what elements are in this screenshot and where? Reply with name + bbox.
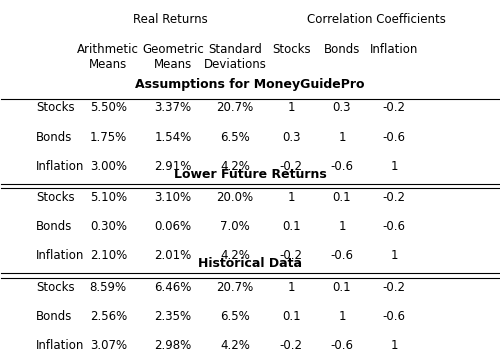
Text: 4.2%: 4.2%: [220, 160, 250, 173]
Text: Stocks: Stocks: [36, 101, 75, 114]
Text: 2.01%: 2.01%: [154, 249, 192, 262]
Text: 1: 1: [288, 101, 295, 114]
Text: 6.46%: 6.46%: [154, 280, 192, 293]
Text: 3.37%: 3.37%: [154, 101, 192, 114]
Text: 20.7%: 20.7%: [216, 280, 254, 293]
Text: 1: 1: [288, 191, 295, 204]
Text: Bonds: Bonds: [324, 43, 360, 56]
Text: 6.5%: 6.5%: [220, 131, 250, 144]
Text: 3.10%: 3.10%: [154, 191, 192, 204]
Text: Bonds: Bonds: [36, 131, 72, 144]
Text: 5.10%: 5.10%: [90, 191, 127, 204]
Text: 2.91%: 2.91%: [154, 160, 192, 173]
Text: 7.0%: 7.0%: [220, 220, 250, 233]
Text: 1: 1: [390, 249, 398, 262]
Text: 2.56%: 2.56%: [90, 310, 127, 323]
Text: 4.2%: 4.2%: [220, 339, 250, 351]
Text: Inflation: Inflation: [36, 339, 84, 351]
Text: 1.54%: 1.54%: [154, 131, 192, 144]
Text: 20.7%: 20.7%: [216, 101, 254, 114]
Text: -0.6: -0.6: [382, 310, 406, 323]
Text: -0.6: -0.6: [330, 339, 353, 351]
Text: 0.1: 0.1: [282, 310, 300, 323]
Text: -0.2: -0.2: [382, 191, 406, 204]
Text: 2.35%: 2.35%: [154, 310, 192, 323]
Text: Geometric
Means: Geometric Means: [142, 43, 204, 71]
Text: 2.98%: 2.98%: [154, 339, 192, 351]
Text: Inflation: Inflation: [36, 249, 84, 262]
Text: -0.6: -0.6: [382, 131, 406, 144]
Text: 4.2%: 4.2%: [220, 249, 250, 262]
Text: Assumptions for MoneyGuidePro: Assumptions for MoneyGuidePro: [135, 78, 365, 91]
Text: 1: 1: [338, 220, 345, 233]
Text: 3.07%: 3.07%: [90, 339, 127, 351]
Text: Stocks: Stocks: [36, 280, 75, 293]
Text: 0.1: 0.1: [332, 191, 351, 204]
Text: -0.6: -0.6: [330, 160, 353, 173]
Text: Inflation: Inflation: [370, 43, 418, 56]
Text: -0.2: -0.2: [382, 101, 406, 114]
Text: 5.50%: 5.50%: [90, 101, 127, 114]
Text: Stocks: Stocks: [36, 191, 75, 204]
Text: 2.10%: 2.10%: [90, 249, 127, 262]
Text: -0.2: -0.2: [280, 160, 303, 173]
Text: Historical Data: Historical Data: [198, 257, 302, 270]
Text: Inflation: Inflation: [36, 160, 84, 173]
Text: -0.6: -0.6: [330, 249, 353, 262]
Text: Stocks: Stocks: [272, 43, 310, 56]
Text: -0.6: -0.6: [382, 220, 406, 233]
Text: 3.00%: 3.00%: [90, 160, 127, 173]
Text: 1.75%: 1.75%: [90, 131, 127, 144]
Text: 0.30%: 0.30%: [90, 220, 127, 233]
Text: 1: 1: [338, 310, 345, 323]
Text: 1: 1: [338, 131, 345, 144]
Text: Bonds: Bonds: [36, 220, 72, 233]
Text: 6.5%: 6.5%: [220, 310, 250, 323]
Text: 0.1: 0.1: [282, 220, 300, 233]
Text: 8.59%: 8.59%: [90, 280, 127, 293]
Text: 20.0%: 20.0%: [216, 191, 254, 204]
Text: Bonds: Bonds: [36, 310, 72, 323]
Text: Standard
Deviations: Standard Deviations: [204, 43, 266, 71]
Text: Arithmetic
Means: Arithmetic Means: [78, 43, 139, 71]
Text: Real Returns: Real Returns: [133, 13, 208, 26]
Text: -0.2: -0.2: [382, 280, 406, 293]
Text: 1: 1: [288, 280, 295, 293]
Text: 1: 1: [390, 339, 398, 351]
Text: -0.2: -0.2: [280, 249, 303, 262]
Text: -0.2: -0.2: [280, 339, 303, 351]
Text: 1: 1: [390, 160, 398, 173]
Text: Correlation Coefficients: Correlation Coefficients: [308, 13, 446, 26]
Text: 0.3: 0.3: [282, 131, 300, 144]
Text: 0.3: 0.3: [332, 101, 351, 114]
Text: Lower Future Returns: Lower Future Returns: [174, 167, 326, 180]
Text: 0.06%: 0.06%: [154, 220, 192, 233]
Text: 0.1: 0.1: [332, 280, 351, 293]
